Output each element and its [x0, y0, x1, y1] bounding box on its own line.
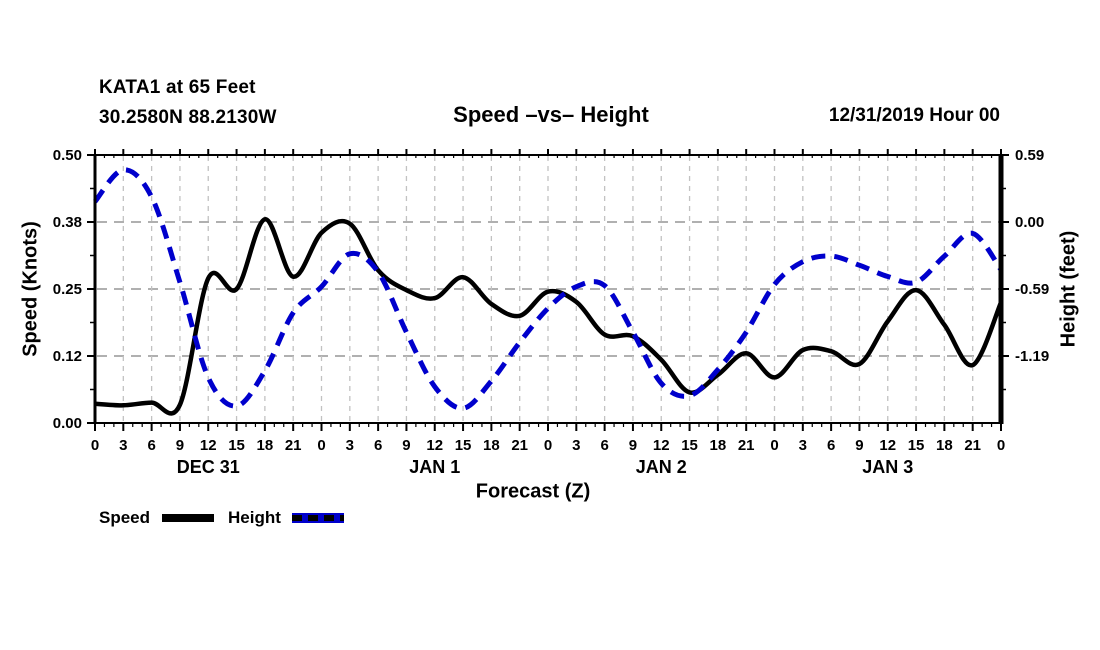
left-tick-label: 0.12 — [53, 348, 82, 365]
x-tick-label: 0 — [91, 437, 99, 454]
right-tick-label: -1.19 — [1015, 348, 1049, 365]
station-coordinates: 30.2580N 88.2130W — [99, 107, 277, 128]
x-tick-label: 0 — [770, 437, 778, 454]
x-tick-label: 0 — [544, 437, 552, 454]
legend-speed-label: Speed — [99, 508, 151, 527]
x-tick-label: 6 — [827, 437, 835, 454]
forecast-datetime: 12/31/2019 Hour 00 — [828, 105, 1000, 126]
legend-speed-line-swatch — [162, 514, 214, 522]
x-tick-label: 9 — [402, 437, 410, 454]
left-tick-label: 0.50 — [53, 147, 82, 164]
right-tick-label: 0.00 — [1015, 214, 1044, 231]
right-tick-label: 0.59 — [1015, 147, 1044, 164]
x-tick-label: 0 — [317, 437, 325, 454]
x-tick-label: 12 — [879, 437, 896, 454]
x-tick-label: 6 — [374, 437, 382, 454]
legend-height-line-swatch — [292, 513, 344, 523]
legend-height-label: Height — [228, 508, 281, 527]
legend-height-dash-pattern — [292, 515, 344, 521]
x-tick-label: 18 — [483, 437, 500, 454]
x-tick-label: 0 — [997, 437, 1005, 454]
x-tick-label: 15 — [681, 437, 698, 454]
x-tick-label: 6 — [600, 437, 608, 454]
height-curve — [93, 167, 1004, 411]
x-tick-label: 12 — [653, 437, 670, 454]
x-tick-label: 15 — [228, 437, 245, 454]
x-tick-label: 3 — [572, 437, 580, 454]
x-tick-label: 15 — [455, 437, 472, 454]
x-axis-title: Forecast (Z) — [475, 480, 591, 503]
day-label: JAN 1 — [409, 457, 460, 477]
x-tick-label: 12 — [200, 437, 217, 454]
x-tick-label: 9 — [855, 437, 863, 454]
speed-curve — [94, 217, 1004, 416]
chart-title: Speed –vs– Height — [453, 102, 649, 127]
x-tick-label: 3 — [346, 437, 354, 454]
x-tick-label: 21 — [964, 437, 981, 454]
day-label: DEC 31 — [177, 457, 240, 477]
left-tick-label: 0.38 — [53, 214, 82, 231]
day-label: JAN 2 — [636, 457, 687, 477]
x-tick-label: 18 — [710, 437, 727, 454]
day-label: JAN 3 — [862, 457, 913, 477]
right-tick-label: -0.59 — [1015, 281, 1049, 298]
x-tick-label: 15 — [908, 437, 925, 454]
x-tick-label: 9 — [176, 437, 184, 454]
left-tick-label: 0.00 — [53, 415, 82, 432]
x-tick-label: 21 — [511, 437, 528, 454]
x-tick-label: 12 — [426, 437, 443, 454]
x-tick-label: 21 — [738, 437, 755, 454]
x-tick-label: 9 — [629, 437, 637, 454]
x-tick-label: 18 — [257, 437, 274, 454]
x-tick-label: 21 — [285, 437, 302, 454]
x-tick-label: 3 — [799, 437, 807, 454]
x-tick-label: 6 — [147, 437, 155, 454]
left-tick-label: 0.25 — [53, 281, 82, 298]
x-tick-label: 3 — [119, 437, 127, 454]
station-id: KATA1 at 65 Feet — [99, 77, 256, 98]
x-tick-label: 18 — [936, 437, 953, 454]
